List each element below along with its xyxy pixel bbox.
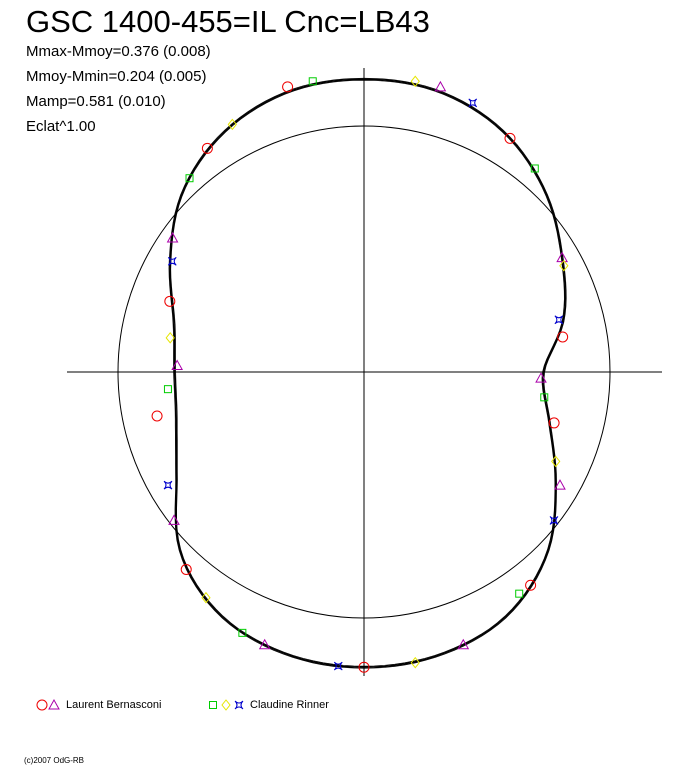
circle-marker xyxy=(151,410,163,422)
data-marks xyxy=(151,75,569,673)
star-marker xyxy=(468,98,478,108)
circle-marker xyxy=(358,661,370,673)
data-point-s0-2 xyxy=(504,132,516,144)
legend-symbols-bernasconi xyxy=(36,698,60,711)
data-point-s0-5 xyxy=(535,372,547,383)
triangle-marker xyxy=(434,80,447,92)
triangle-marker xyxy=(556,251,568,263)
data-point-s0-11 xyxy=(258,638,271,650)
legend-marks xyxy=(36,698,244,711)
diamond-marker xyxy=(410,656,420,669)
data-point-s1-14 xyxy=(163,480,173,490)
data-point-s1-18 xyxy=(185,174,194,183)
triangle-marker xyxy=(554,479,566,490)
stat-eclat: Eclat^1.00 xyxy=(26,118,96,135)
circle-marker xyxy=(504,132,516,144)
mean-curve-line-2 xyxy=(168,77,567,669)
star-marker xyxy=(163,480,173,490)
stat-mmoy-mmin: Mmoy-Mmin=0.204 (0.005) xyxy=(26,68,207,85)
diamond-marker xyxy=(227,118,237,131)
data-point-s1-2 xyxy=(468,98,478,108)
data-point-s0-16 xyxy=(164,295,176,307)
legend-label-bernasconi: Laurent Bernasconi xyxy=(66,699,162,711)
data-point-s1-1 xyxy=(410,75,420,88)
data-point-s1-9 xyxy=(515,589,524,598)
data-point-s0-9 xyxy=(457,638,470,650)
circle-marker xyxy=(201,142,213,154)
circle-marker xyxy=(525,579,537,591)
mean-curve-line-1 xyxy=(169,78,567,668)
diamond-marker xyxy=(201,591,211,604)
stat-mamp: Mamp=0.581 (0.010) xyxy=(26,93,166,110)
data-point-s0-10 xyxy=(358,661,370,673)
data-point-s1-7 xyxy=(551,455,561,468)
square-marker xyxy=(209,701,217,709)
data-point-s1-19 xyxy=(227,118,237,131)
chart-title: GSC 1400-455=IL Cnc=LB43 xyxy=(26,4,430,39)
data-point-s1-4 xyxy=(559,259,569,272)
data-point-s0-1 xyxy=(434,80,447,92)
diamond-marker xyxy=(221,699,231,711)
data-point-s1-16 xyxy=(165,332,175,344)
star-marker xyxy=(554,315,564,325)
data-point-s1-6 xyxy=(540,393,549,402)
circle-marker xyxy=(548,417,560,429)
circle-marker xyxy=(36,699,48,711)
axes xyxy=(67,68,662,676)
diamond-marker xyxy=(165,332,175,344)
stat-mmax-mmoy: Mmax-Mmoy=0.376 (0.008) xyxy=(26,43,211,60)
square-marker xyxy=(530,164,539,173)
square-marker xyxy=(238,628,247,637)
data-point-s0-0 xyxy=(282,81,294,93)
triangle-marker xyxy=(171,359,184,370)
circle-marker xyxy=(164,295,176,307)
data-point-s1-10 xyxy=(410,656,420,669)
diamond-marker xyxy=(559,259,569,272)
data-point-s0-18 xyxy=(201,142,213,154)
data-point-s0-14 xyxy=(151,410,163,422)
data-point-s0-12 xyxy=(180,563,192,575)
circle-marker xyxy=(282,81,294,93)
triangle-marker xyxy=(168,514,180,525)
legend-label-rinner: Claudine Rinner xyxy=(250,699,329,711)
square-marker xyxy=(540,393,549,402)
reference-circle xyxy=(117,125,611,619)
square-marker xyxy=(515,589,524,598)
data-point-s0-4 xyxy=(557,331,569,343)
data-point-s1-13 xyxy=(201,591,211,604)
data-point-s0-7 xyxy=(554,479,566,490)
triangle-marker xyxy=(166,231,179,243)
copyright: (c)2007 OdG-RB xyxy=(24,756,85,765)
data-point-s0-15 xyxy=(171,359,184,370)
diamond-marker xyxy=(410,75,420,88)
circle-marker xyxy=(180,563,192,575)
data-point-s0-8 xyxy=(525,579,537,591)
data-point-s0-17 xyxy=(166,231,179,243)
data-point-s1-5 xyxy=(554,315,564,325)
data-point-s1-12 xyxy=(238,628,247,637)
mean-curve-line-0 xyxy=(170,79,565,667)
triangle-marker xyxy=(457,638,470,650)
data-point-s0-6 xyxy=(548,417,560,429)
data-point-s1-0 xyxy=(308,77,317,86)
star-marker xyxy=(234,700,244,710)
data-point-s1-3 xyxy=(530,164,539,173)
legend-symbols-rinner xyxy=(209,699,244,711)
triangle-marker xyxy=(48,698,60,710)
diamond-marker xyxy=(551,455,561,468)
square-marker xyxy=(163,385,172,394)
data-point-s1-15 xyxy=(163,385,172,394)
square-marker xyxy=(185,174,194,183)
square-marker xyxy=(308,77,317,86)
triangle-marker xyxy=(258,638,271,650)
data-point-s0-3 xyxy=(556,251,568,263)
data-point-s0-13 xyxy=(168,514,180,525)
triangle-marker xyxy=(535,372,547,383)
circle-marker xyxy=(557,331,569,343)
